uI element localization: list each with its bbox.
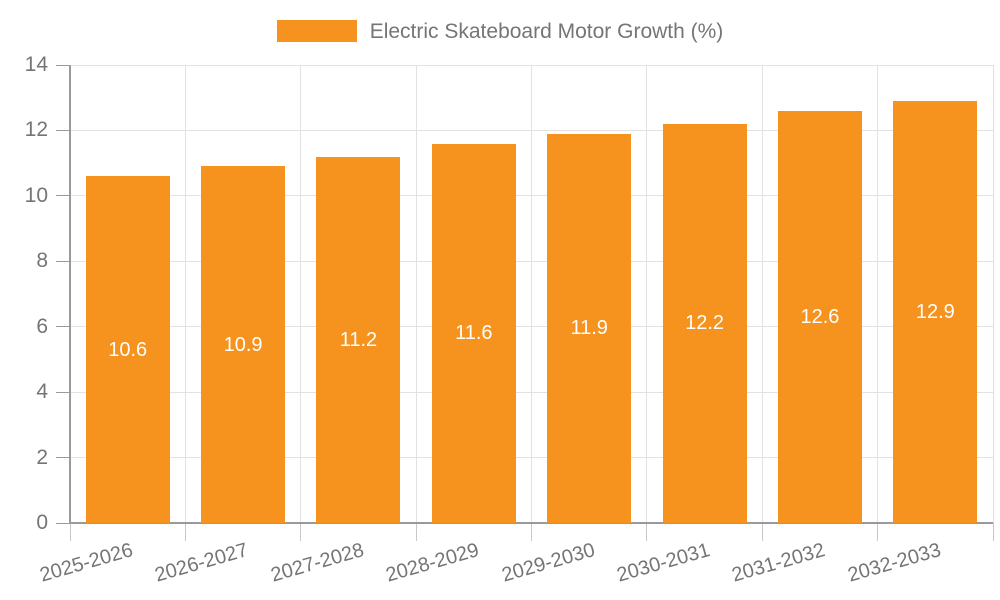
x-axis-tick xyxy=(531,523,532,541)
x-axis-tick xyxy=(992,523,994,541)
x-axis-category-label: 2028-2029 xyxy=(383,539,482,587)
bar: 12.2 xyxy=(662,123,747,523)
bar-value-label: 11.2 xyxy=(339,328,378,351)
x-axis-tick xyxy=(877,523,879,541)
y-axis-line xyxy=(69,65,71,523)
y-axis-tick xyxy=(56,391,70,393)
x-axis-category-label: 2031-2032 xyxy=(729,539,828,587)
bar-value-label: 10.6 xyxy=(108,338,148,361)
bar-value-label: 12.6 xyxy=(800,305,840,328)
y-axis-tick xyxy=(56,129,70,131)
x-gridline xyxy=(184,65,186,523)
y-axis-tick xyxy=(56,326,70,328)
x-axis-tick xyxy=(184,523,186,541)
x-axis-tick xyxy=(300,523,302,541)
y-axis-tick xyxy=(56,195,70,197)
y-axis-label: 8 xyxy=(36,249,48,273)
x-axis-tick xyxy=(646,523,648,541)
x-axis-line xyxy=(70,522,993,524)
legend-item[interactable]: Electric Skateboard Motor Growth (%) xyxy=(0,20,1000,42)
y-axis-tick xyxy=(56,457,70,459)
y-axis-label: 12 xyxy=(24,118,48,142)
x-gridline xyxy=(992,65,994,523)
bar-value-label: 12.9 xyxy=(915,300,955,323)
x-gridline xyxy=(877,65,879,523)
bar: 12.9 xyxy=(893,100,978,523)
x-gridline xyxy=(761,65,763,523)
legend-label: Electric Skateboard Motor Growth (%) xyxy=(369,19,724,43)
y-axis-tick xyxy=(56,64,70,66)
y-axis-tick xyxy=(56,260,70,262)
x-axis-category-label: 2030-2031 xyxy=(614,539,713,587)
y-axis-tick xyxy=(56,522,70,524)
x-gridline xyxy=(531,65,532,523)
y-axis-label: 0 xyxy=(36,511,48,535)
x-axis-tick xyxy=(415,523,417,541)
x-axis-category-label: 2029-2030 xyxy=(498,539,597,587)
y-axis-label: 2 xyxy=(36,445,48,469)
bar: 12.6 xyxy=(777,110,862,523)
x-axis-tick xyxy=(69,523,71,541)
y-axis-label: 4 xyxy=(36,380,48,404)
bar-value-label: 11.9 xyxy=(570,317,608,340)
bar: 11.6 xyxy=(431,143,516,523)
x-axis-category-label: 2026-2027 xyxy=(152,539,251,587)
bar-value-label: 10.9 xyxy=(223,333,263,356)
bar: 11.9 xyxy=(547,133,632,523)
x-axis-category-label: 2025-2026 xyxy=(37,539,136,587)
x-gridline xyxy=(300,65,302,523)
y-axis-label: 6 xyxy=(36,314,48,338)
x-axis-tick xyxy=(761,523,763,541)
x-gridline xyxy=(646,65,648,523)
x-axis-category-label: 2032-2033 xyxy=(845,539,944,587)
y-axis-label: 10 xyxy=(24,183,48,207)
bar: 10.6 xyxy=(85,176,170,523)
y-axis-label: 14 xyxy=(24,53,48,77)
x-gridline xyxy=(415,65,417,523)
legend-swatch xyxy=(276,20,357,42)
bar-value-label: 11.6 xyxy=(455,322,493,345)
bar: 10.9 xyxy=(201,166,286,523)
bar: 11.2 xyxy=(316,156,401,523)
bar-value-label: 12.2 xyxy=(685,312,725,335)
x-axis-category-label: 2027-2028 xyxy=(268,539,367,587)
